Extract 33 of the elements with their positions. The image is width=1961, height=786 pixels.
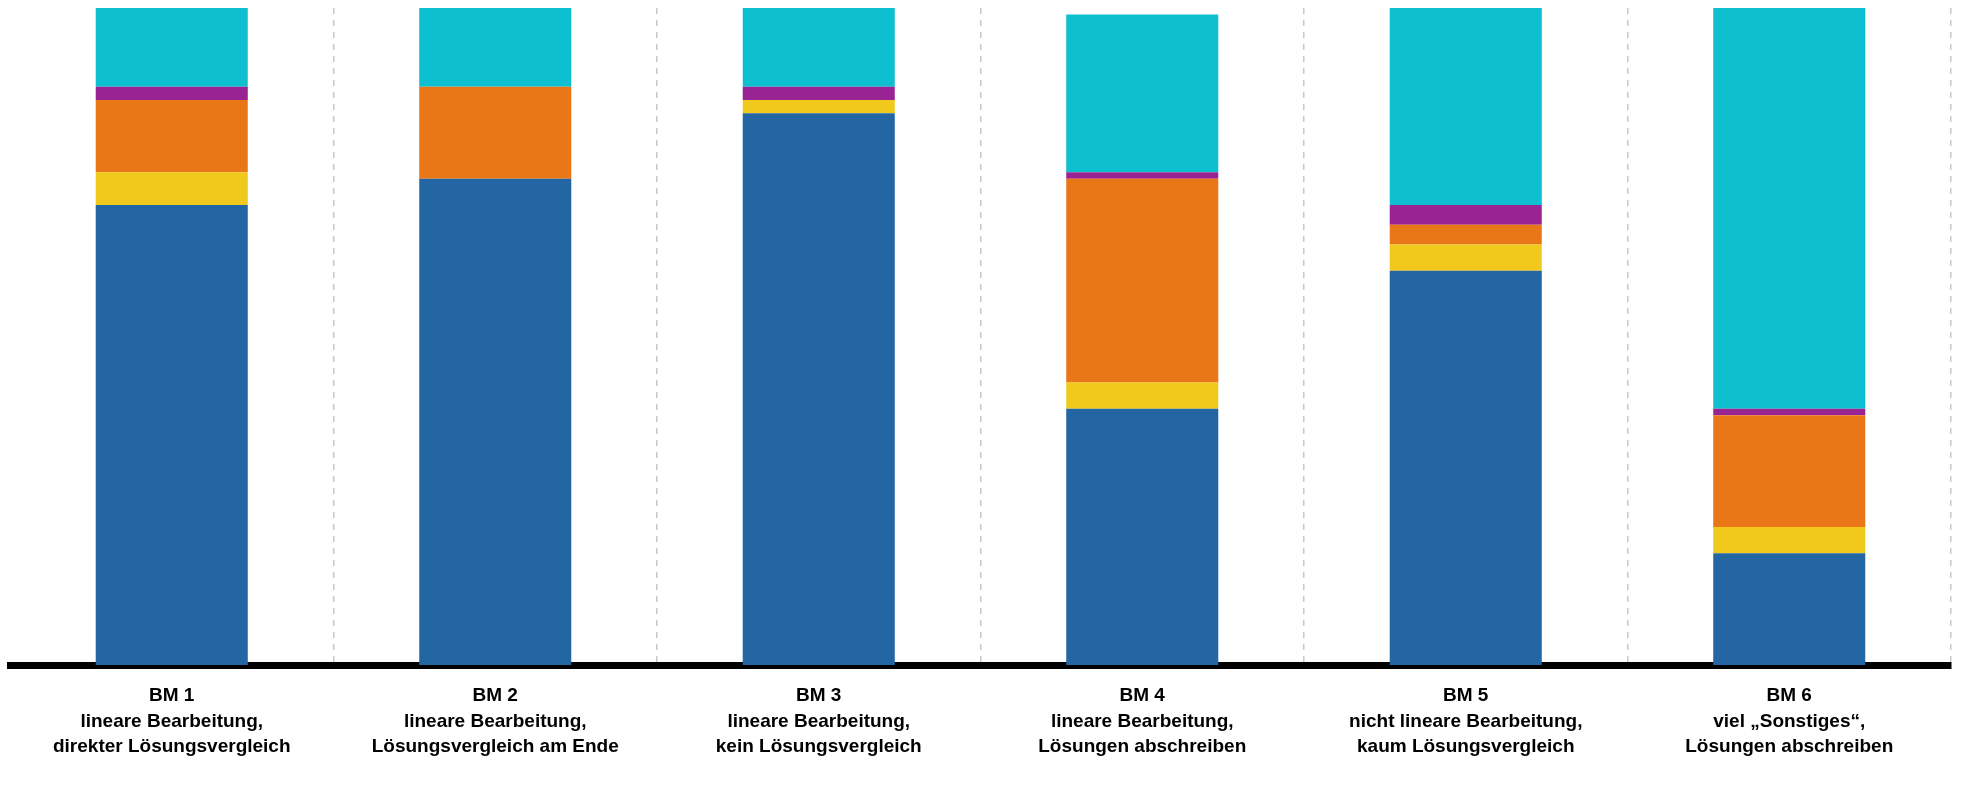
bar [1066, 172, 1219, 179]
bar [95, 99, 248, 173]
x-tick-label: BM 2 lineare Bearbeitung, Lösungsvergleich am Ende [371, 684, 619, 757]
bar [1389, 8, 1542, 206]
bar [419, 178, 572, 666]
bar [1066, 382, 1219, 409]
bar [1713, 553, 1866, 666]
x-tick-label: BM 1 lineare Bearbeitung, direkter Lösungsvergleich [52, 684, 291, 757]
bar [742, 8, 895, 87]
bar [95, 8, 248, 87]
bar [1389, 244, 1542, 271]
bar [95, 172, 248, 206]
bar [1713, 408, 1866, 416]
bar [1713, 527, 1866, 554]
bar [1713, 8, 1866, 409]
bar [1389, 205, 1542, 225]
bar [419, 86, 572, 179]
bar [1066, 408, 1219, 666]
bar [1389, 270, 1542, 666]
x-tick-label: BM 4 lineare Bearbeitung, Lösungen abschreiben [1038, 684, 1247, 757]
bar [1066, 178, 1219, 383]
bar [742, 113, 895, 666]
bar [742, 86, 895, 100]
bar [742, 99, 895, 114]
x-tick-label: BM 5 nicht lineare Bearbeitung, kaum Lösungsvergleich [1349, 684, 1583, 757]
bar [1066, 14, 1219, 173]
x-tick-label: BM 6 viel „Sonstiges“, Lösungen abschreiben [1685, 684, 1894, 757]
bar [1389, 224, 1542, 245]
bar [95, 205, 248, 666]
x-tick-label: BM 3 lineare Bearbeitung, kein Lösungsvergleich [715, 684, 922, 757]
bar [1713, 415, 1866, 528]
bar [95, 86, 248, 100]
bar [419, 8, 572, 87]
